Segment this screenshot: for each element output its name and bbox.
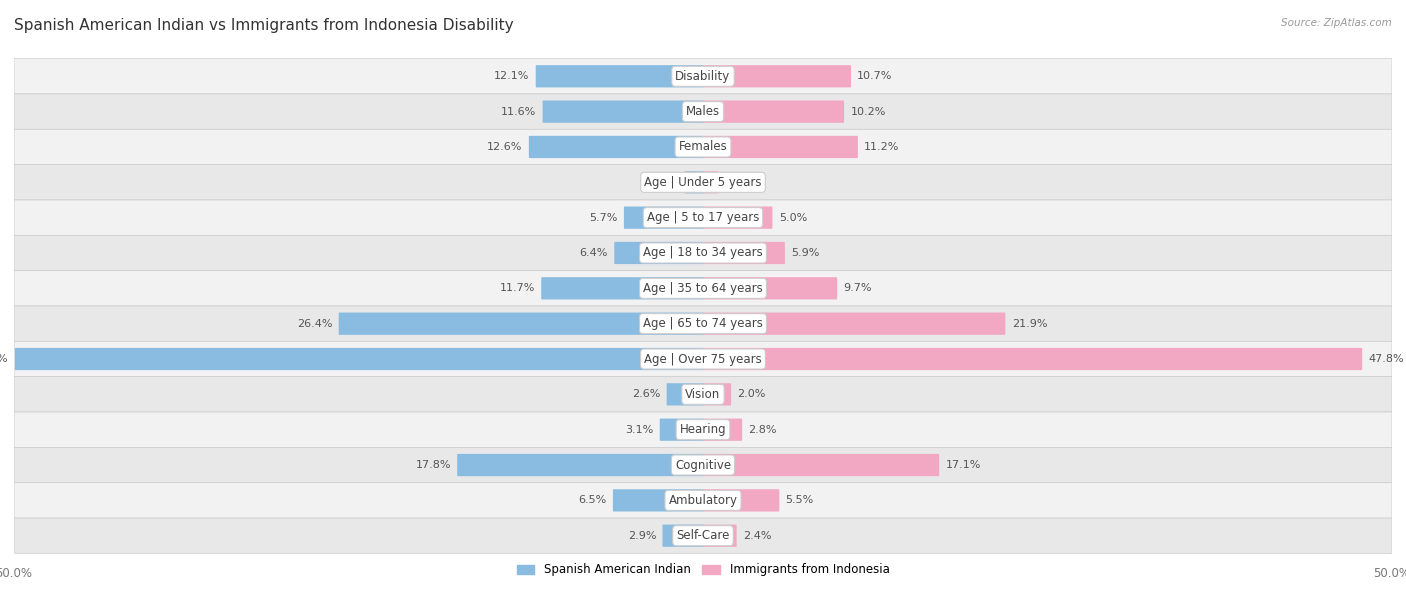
FancyBboxPatch shape [14,59,1392,94]
FancyBboxPatch shape [14,412,1392,447]
Text: 5.9%: 5.9% [792,248,820,258]
Text: 2.6%: 2.6% [631,389,661,400]
FancyBboxPatch shape [662,524,703,547]
Text: 26.4%: 26.4% [297,319,332,329]
Text: Age | 5 to 17 years: Age | 5 to 17 years [647,211,759,224]
Text: 2.4%: 2.4% [742,531,772,541]
Text: 11.7%: 11.7% [499,283,534,293]
Text: Vision: Vision [685,388,721,401]
FancyBboxPatch shape [14,94,1392,129]
Text: Hearing: Hearing [679,423,727,436]
FancyBboxPatch shape [14,447,1392,483]
FancyBboxPatch shape [614,242,703,264]
FancyBboxPatch shape [703,489,779,512]
FancyBboxPatch shape [14,129,1392,165]
FancyBboxPatch shape [659,419,703,441]
Text: Age | 18 to 34 years: Age | 18 to 34 years [643,247,763,259]
Text: Disability: Disability [675,70,731,83]
FancyBboxPatch shape [703,524,737,547]
Text: 21.9%: 21.9% [1012,319,1047,329]
FancyBboxPatch shape [703,313,1005,335]
Text: 5.5%: 5.5% [786,495,814,506]
FancyBboxPatch shape [703,206,772,229]
FancyBboxPatch shape [15,348,703,370]
FancyBboxPatch shape [457,454,703,476]
Text: 6.4%: 6.4% [579,248,607,258]
Legend: Spanish American Indian, Immigrants from Indonesia: Spanish American Indian, Immigrants from… [512,559,894,581]
FancyBboxPatch shape [613,489,703,512]
FancyBboxPatch shape [703,277,837,299]
Text: 11.2%: 11.2% [865,142,900,152]
FancyBboxPatch shape [703,242,785,264]
FancyBboxPatch shape [703,419,742,441]
Text: 11.6%: 11.6% [501,106,536,117]
Text: 5.0%: 5.0% [779,212,807,223]
FancyBboxPatch shape [14,200,1392,236]
FancyBboxPatch shape [14,236,1392,271]
Text: Source: ZipAtlas.com: Source: ZipAtlas.com [1281,18,1392,28]
Text: 12.1%: 12.1% [494,71,530,81]
Text: 49.9%: 49.9% [0,354,8,364]
Text: 1.3%: 1.3% [650,177,678,187]
Text: 6.5%: 6.5% [578,495,606,506]
Text: 12.6%: 12.6% [486,142,523,152]
Text: 10.7%: 10.7% [858,71,893,81]
FancyBboxPatch shape [543,100,703,123]
Text: Age | 35 to 64 years: Age | 35 to 64 years [643,282,763,295]
Text: 17.1%: 17.1% [945,460,981,470]
FancyBboxPatch shape [339,313,703,335]
FancyBboxPatch shape [14,376,1392,412]
Text: 2.8%: 2.8% [748,425,778,435]
FancyBboxPatch shape [14,483,1392,518]
Text: Age | 65 to 74 years: Age | 65 to 74 years [643,317,763,330]
FancyBboxPatch shape [14,306,1392,341]
Text: Cognitive: Cognitive [675,458,731,471]
Text: 2.0%: 2.0% [738,389,766,400]
Text: Self-Care: Self-Care [676,529,730,542]
Text: Age | Over 75 years: Age | Over 75 years [644,353,762,365]
Text: Age | Under 5 years: Age | Under 5 years [644,176,762,189]
Text: 47.8%: 47.8% [1368,354,1405,364]
Text: 17.8%: 17.8% [415,460,451,470]
FancyBboxPatch shape [703,100,844,123]
FancyBboxPatch shape [541,277,703,299]
FancyBboxPatch shape [703,454,939,476]
Text: 5.7%: 5.7% [589,212,617,223]
FancyBboxPatch shape [666,383,703,406]
FancyBboxPatch shape [14,341,1392,376]
FancyBboxPatch shape [14,518,1392,553]
Text: 2.9%: 2.9% [627,531,657,541]
FancyBboxPatch shape [703,136,858,158]
Text: Ambulatory: Ambulatory [668,494,738,507]
FancyBboxPatch shape [685,171,703,193]
FancyBboxPatch shape [703,65,851,88]
FancyBboxPatch shape [529,136,703,158]
FancyBboxPatch shape [703,171,718,193]
Text: 1.1%: 1.1% [725,177,754,187]
Text: Males: Males [686,105,720,118]
FancyBboxPatch shape [14,165,1392,200]
FancyBboxPatch shape [703,383,731,406]
Text: Females: Females [679,141,727,154]
Text: 9.7%: 9.7% [844,283,872,293]
FancyBboxPatch shape [624,206,703,229]
FancyBboxPatch shape [536,65,703,88]
FancyBboxPatch shape [703,348,1362,370]
Text: 3.1%: 3.1% [626,425,654,435]
Text: 10.2%: 10.2% [851,106,886,117]
Text: Spanish American Indian vs Immigrants from Indonesia Disability: Spanish American Indian vs Immigrants fr… [14,18,513,34]
FancyBboxPatch shape [14,271,1392,306]
